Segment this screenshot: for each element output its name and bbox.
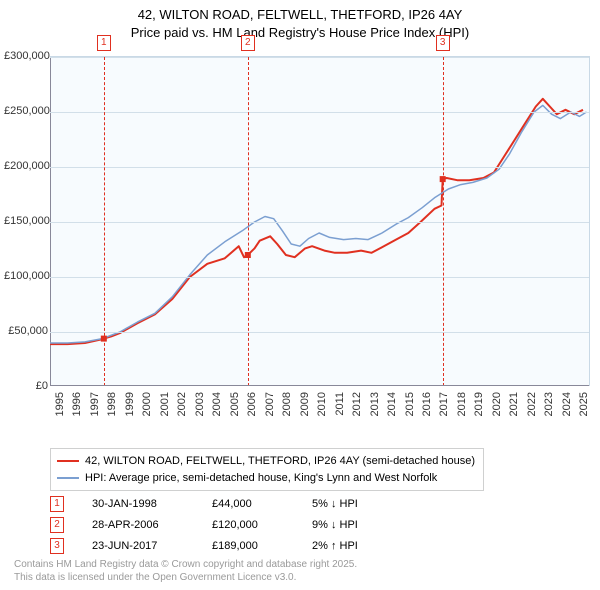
event-row: 1 30-JAN-1998 £44,000 5% ↓ HPI (50, 494, 358, 515)
attribution-line1: Contains HM Land Registry data © Crown c… (14, 558, 357, 571)
marker-badge: 1 (97, 35, 111, 51)
event-delta: 9% ↓ HPI (312, 515, 358, 536)
gridline (50, 332, 589, 333)
y-tick-label: £150,000 (4, 215, 48, 227)
event-price: £120,000 (212, 515, 284, 536)
event-badge: 1 (50, 496, 64, 512)
event-list: 1 30-JAN-1998 £44,000 5% ↓ HPI 2 28-APR-2006 £… (50, 494, 358, 557)
legend-swatch-2 (57, 477, 79, 479)
y-tick-label: £100,000 (4, 270, 48, 282)
event-row: 3 23-JUN-2017 £189,000 2% ↑ HPI (50, 536, 358, 557)
y-tick-label: £50,000 (4, 325, 48, 337)
event-delta: 2% ↑ HPI (312, 536, 358, 557)
chart-container: 123 £0 £50,000 £100,000 £150,000 £200,000 £25… (0, 44, 600, 444)
gridline (50, 167, 589, 168)
legend-row-2: HPI: Average price, semi-detached house,… (57, 470, 475, 487)
event-date: 28-APR-2006 (92, 515, 184, 536)
y-tick-label: £200,000 (4, 160, 48, 172)
chart-title-line2: Price paid vs. HM Land Registry's House … (0, 24, 600, 42)
gridline (50, 222, 589, 223)
event-badge: 3 (50, 538, 64, 554)
chart-title-block: 42, WILTON ROAD, FELTWELL, THETFORD, IP2… (0, 0, 600, 41)
event-delta: 5% ↓ HPI (312, 494, 358, 515)
legend-swatch-1 (57, 460, 79, 462)
event-date: 23-JUN-2017 (92, 536, 184, 557)
gridline (50, 277, 589, 278)
legend-label-2: HPI: Average price, semi-detached house,… (85, 470, 437, 487)
event-price: £189,000 (212, 536, 284, 557)
legend: 42, WILTON ROAD, FELTWELL, THETFORD, IP2… (50, 448, 484, 491)
event-price: £44,000 (212, 494, 284, 515)
marker-line (248, 57, 249, 386)
y-tick-label: £300,000 (4, 50, 48, 62)
marker-badge: 2 (241, 35, 255, 51)
attribution-line2: This data is licensed under the Open Gov… (14, 571, 357, 584)
gridline (50, 57, 589, 58)
x-tick-label: 2025 (578, 392, 600, 416)
legend-row-1: 42, WILTON ROAD, FELTWELL, THETFORD, IP2… (57, 453, 475, 470)
marker-badge: 3 (436, 35, 450, 51)
chart-title-line1: 42, WILTON ROAD, FELTWELL, THETFORD, IP2… (0, 6, 600, 24)
marker-line (443, 57, 444, 386)
marker-line (104, 57, 105, 386)
y-tick-label: £250,000 (4, 105, 48, 117)
attribution: Contains HM Land Registry data © Crown c… (14, 558, 357, 584)
event-row: 2 28-APR-2006 £120,000 9% ↓ HPI (50, 515, 358, 536)
series-hpi (50, 105, 587, 343)
plot-area: 123 (50, 56, 590, 386)
event-date: 30-JAN-1998 (92, 494, 184, 515)
y-tick-label: £0 (4, 380, 48, 392)
gridline (50, 112, 589, 113)
event-badge: 2 (50, 517, 64, 533)
legend-label-1: 42, WILTON ROAD, FELTWELL, THETFORD, IP2… (85, 453, 475, 470)
